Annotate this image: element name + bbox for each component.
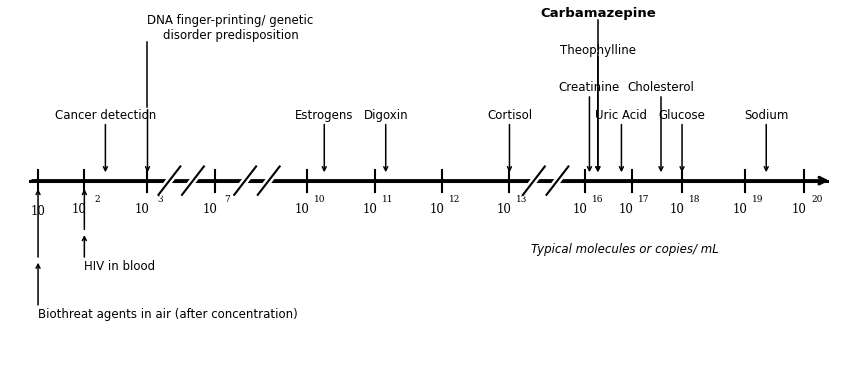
Text: 10: 10	[135, 203, 149, 216]
Text: Creatinine: Creatinine	[559, 81, 620, 94]
Text: Estrogens: Estrogens	[295, 109, 354, 122]
Text: 10: 10	[497, 203, 512, 216]
Text: Cancer detection: Cancer detection	[55, 109, 156, 122]
Text: DNA finger-printing/ genetic
disorder predisposition: DNA finger-printing/ genetic disorder pr…	[148, 14, 314, 42]
Text: Cortisol: Cortisol	[487, 109, 532, 122]
Text: 17: 17	[638, 195, 650, 204]
Text: Typical molecules or copies/ mL: Typical molecules or copies/ mL	[531, 243, 718, 256]
Text: Biothreat agents in air (after concentration): Biothreat agents in air (after concentra…	[38, 308, 298, 321]
Text: 13: 13	[516, 195, 527, 204]
Text: 3: 3	[157, 195, 163, 204]
Text: 16: 16	[592, 195, 604, 204]
Text: 7: 7	[224, 195, 230, 204]
Text: 10: 10	[295, 203, 310, 216]
Text: 10: 10	[362, 203, 377, 216]
Text: 10: 10	[314, 195, 326, 204]
Text: 10: 10	[203, 203, 217, 216]
Text: 10: 10	[792, 203, 807, 216]
Text: 2: 2	[94, 195, 100, 204]
Text: Carbamazepine: Carbamazepine	[540, 8, 655, 20]
Text: 12: 12	[449, 195, 460, 204]
Text: Theophylline: Theophylline	[560, 44, 636, 57]
Text: 10: 10	[31, 205, 46, 218]
Text: Digoxin: Digoxin	[363, 109, 408, 122]
Text: 20: 20	[811, 195, 822, 204]
Text: Glucose: Glucose	[659, 109, 705, 122]
Text: 18: 18	[689, 195, 700, 204]
Text: 10: 10	[430, 203, 444, 216]
Text: 10: 10	[619, 203, 634, 216]
Text: 10: 10	[669, 203, 685, 216]
Text: Cholesterol: Cholesterol	[628, 81, 694, 94]
Text: 10: 10	[573, 203, 588, 216]
Text: HIV in blood: HIV in blood	[84, 260, 155, 273]
Text: 10: 10	[72, 203, 87, 216]
Text: 11: 11	[381, 195, 393, 204]
Text: Sodium: Sodium	[744, 109, 789, 122]
Text: 10: 10	[733, 203, 747, 216]
Text: 19: 19	[752, 195, 764, 204]
Text: Uric Acid: Uric Acid	[595, 109, 648, 122]
